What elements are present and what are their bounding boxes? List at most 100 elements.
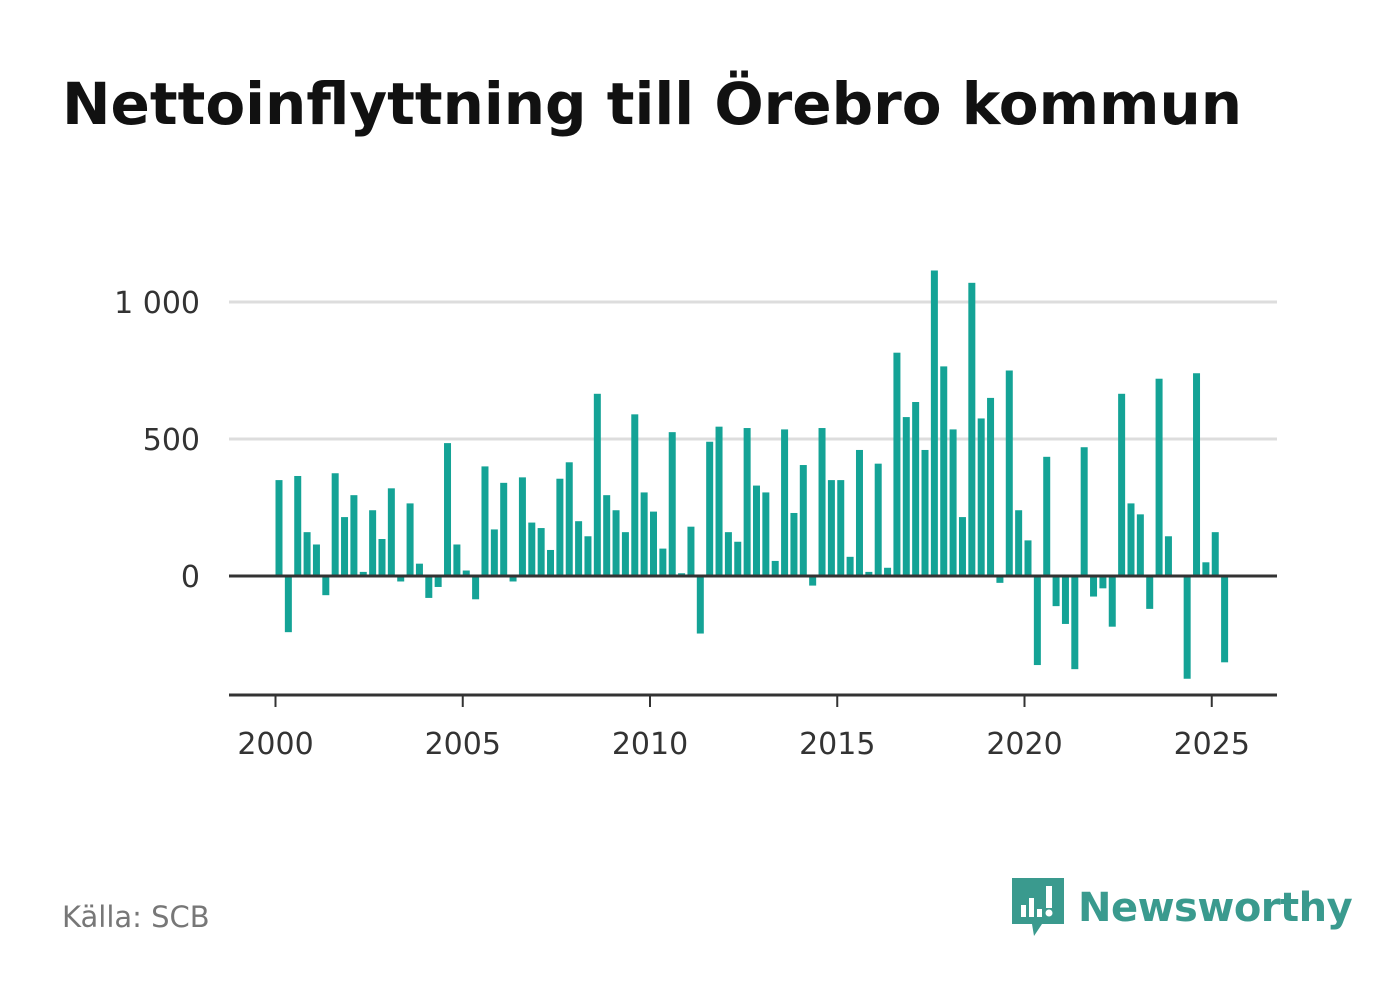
bar xyxy=(902,417,910,576)
bar xyxy=(547,549,555,576)
bar xyxy=(855,449,863,576)
bar xyxy=(509,576,517,582)
y-tick-label: 1 000 xyxy=(114,286,200,321)
bars xyxy=(275,270,1229,679)
bar xyxy=(715,426,723,576)
bar xyxy=(593,393,601,576)
bar xyxy=(743,428,751,576)
bar xyxy=(415,563,423,576)
bar xyxy=(799,465,807,576)
bar xyxy=(724,532,732,576)
bar xyxy=(790,512,798,576)
bar xyxy=(1108,576,1116,627)
bar xyxy=(500,482,508,576)
bar xyxy=(275,480,283,576)
bar xyxy=(631,414,639,576)
bar xyxy=(537,528,545,576)
bar xyxy=(575,521,583,576)
bar xyxy=(294,475,302,576)
bar xyxy=(921,449,929,576)
bar xyxy=(284,576,292,633)
bar xyxy=(565,462,573,576)
page-title: Nettoinflyttning till Örebro kommun xyxy=(62,70,1243,138)
bar xyxy=(341,517,349,576)
bar xyxy=(893,352,901,576)
x-tick-label: 2010 xyxy=(612,727,688,762)
bar xyxy=(406,503,414,576)
bar xyxy=(846,556,854,576)
bar xyxy=(472,576,480,600)
bar xyxy=(556,478,564,576)
bar xyxy=(968,282,976,576)
bar xyxy=(1146,576,1154,609)
bar xyxy=(518,477,526,576)
bar xyxy=(312,544,320,576)
bar xyxy=(977,418,985,576)
bar xyxy=(322,576,330,596)
bar xyxy=(331,473,339,576)
bar xyxy=(1183,576,1191,679)
bar xyxy=(706,441,714,576)
bar xyxy=(1211,532,1219,576)
y-tick-label: 0 xyxy=(181,560,200,595)
newsworthy-logo-icon xyxy=(1012,878,1064,936)
bar xyxy=(1033,576,1041,666)
bar xyxy=(1221,576,1229,663)
bar xyxy=(696,576,704,634)
bar xyxy=(949,429,957,576)
bar xyxy=(668,432,676,576)
bar xyxy=(640,492,648,576)
bar xyxy=(1155,378,1163,576)
bar xyxy=(444,443,452,576)
bar xyxy=(650,511,657,576)
bar xyxy=(490,529,498,576)
bar xyxy=(434,576,442,587)
bar xyxy=(781,429,789,576)
bar xyxy=(659,548,667,576)
x-tick-label: 2015 xyxy=(799,727,875,762)
y-tick-label: 500 xyxy=(143,423,200,458)
x-tick-label: 2005 xyxy=(425,727,501,762)
bar xyxy=(603,495,611,576)
bar xyxy=(865,571,873,576)
bar xyxy=(481,466,489,576)
bar xyxy=(734,541,742,576)
bar xyxy=(1136,514,1144,576)
bar xyxy=(397,576,405,582)
bar xyxy=(827,480,835,576)
x-tick-label: 2025 xyxy=(1174,727,1250,762)
bar xyxy=(303,532,311,576)
bar xyxy=(453,544,461,576)
bar xyxy=(584,536,592,576)
bar xyxy=(687,526,695,576)
x-tick-label: 2020 xyxy=(986,727,1062,762)
brand-logo[interactable]: Newsworthy xyxy=(1012,878,1353,938)
gridlines xyxy=(229,300,1277,441)
bar xyxy=(818,428,826,576)
bar xyxy=(1015,510,1023,576)
bar xyxy=(1127,503,1135,576)
bar xyxy=(1118,393,1126,576)
bar xyxy=(621,532,629,576)
bar xyxy=(762,492,770,576)
bar xyxy=(874,463,882,576)
bar xyxy=(1202,562,1210,576)
x-tick-label: 2000 xyxy=(237,727,313,762)
bar xyxy=(387,488,395,576)
source-note: Källa: SCB xyxy=(62,900,210,934)
bar xyxy=(958,517,966,576)
bar xyxy=(1099,576,1107,589)
bar xyxy=(1052,576,1060,607)
bar xyxy=(359,571,367,576)
bar xyxy=(1090,576,1098,597)
bar xyxy=(350,495,358,576)
bar xyxy=(369,510,377,576)
bar xyxy=(1024,540,1032,576)
bar xyxy=(809,576,817,586)
bar xyxy=(1005,370,1013,576)
bar xyxy=(612,510,620,576)
bar xyxy=(912,402,920,576)
bar xyxy=(462,570,470,576)
bar xyxy=(1164,536,1172,576)
